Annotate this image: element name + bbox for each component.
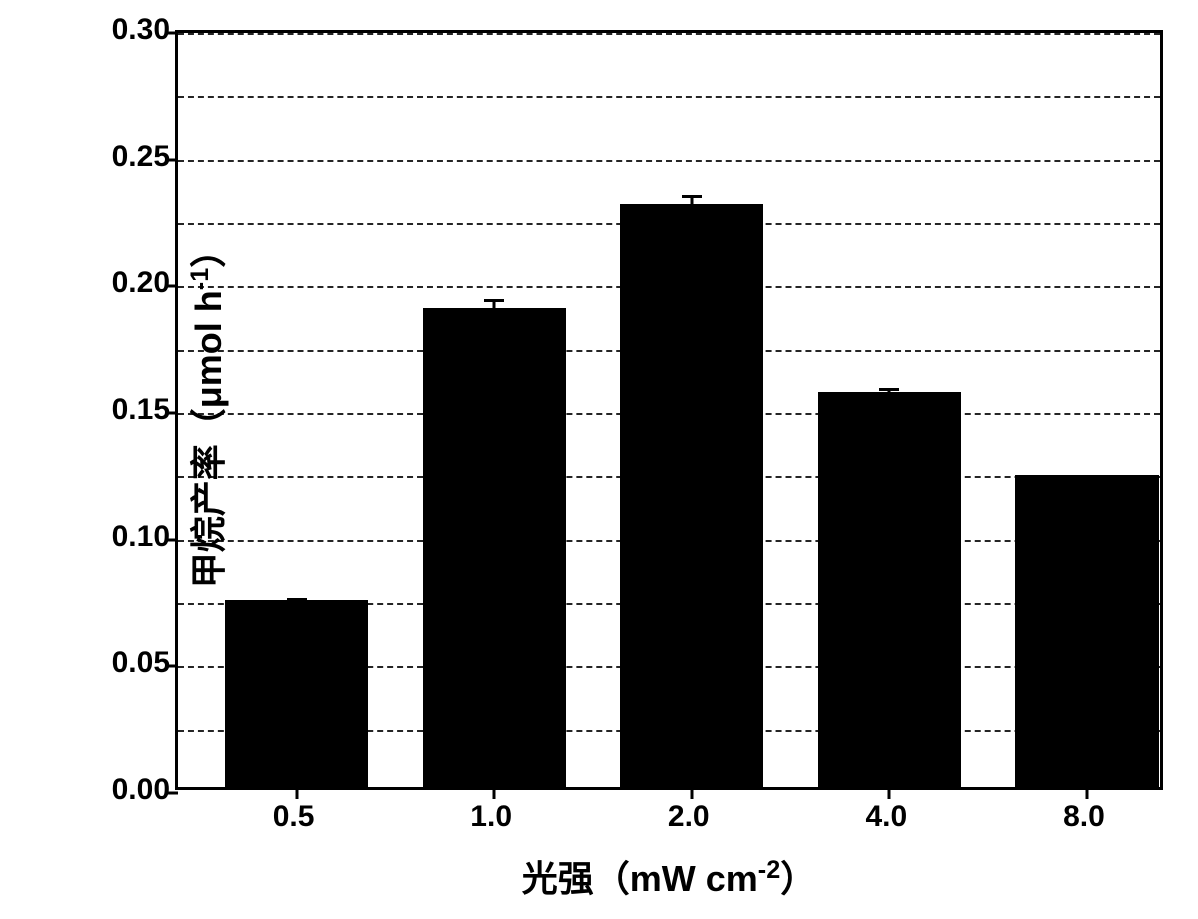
bar xyxy=(818,392,961,787)
chart-container: 甲烷产率（μmol h-1） 光强（mW cm-2） 0.000.050.100… xyxy=(0,0,1198,919)
error-cap xyxy=(879,388,899,391)
x-tick-mark xyxy=(690,787,693,799)
bar xyxy=(225,600,368,787)
x-tick-label: 0.5 xyxy=(273,800,315,834)
y-axis-label-post: ） xyxy=(188,232,229,268)
x-axis-label-sup: -2 xyxy=(758,856,780,884)
error-cap xyxy=(682,195,702,198)
x-axis-label-post: ） xyxy=(780,858,816,899)
y-axis-label-pre: 甲烷产率（μmol h xyxy=(188,290,229,588)
x-tick-label: 1.0 xyxy=(470,800,512,834)
x-tick-label: 4.0 xyxy=(866,800,908,834)
x-axis-label-pre: 光强（mW cm xyxy=(522,858,758,899)
bar xyxy=(423,308,566,787)
y-axis-label: 甲烷产率（μmol h-1） xyxy=(180,232,232,588)
gridline xyxy=(178,160,1160,162)
error-cap xyxy=(484,299,504,302)
gridline xyxy=(178,96,1160,98)
x-tick-label: 2.0 xyxy=(668,800,710,834)
gridline xyxy=(178,33,1160,35)
error-cap xyxy=(1077,476,1097,479)
bar xyxy=(1015,475,1158,787)
error-cap xyxy=(287,598,307,601)
bar xyxy=(620,204,763,787)
y-tick-label: 0.15 xyxy=(112,393,170,427)
x-tick-mark xyxy=(493,787,496,799)
x-tick-mark xyxy=(1085,787,1088,799)
x-axis-label: 光强（mW cm-2） xyxy=(522,850,816,902)
y-tick-label: 0.00 xyxy=(112,773,170,807)
y-tick-label: 0.25 xyxy=(112,140,170,174)
y-tick-label: 0.10 xyxy=(112,520,170,554)
y-tick-label: 0.20 xyxy=(112,266,170,300)
plot-area xyxy=(175,30,1163,790)
x-tick-mark xyxy=(295,787,298,799)
y-axis-label-sup: -1 xyxy=(186,268,214,290)
y-tick-label: 0.30 xyxy=(112,13,170,47)
y-tick-label: 0.05 xyxy=(112,646,170,680)
x-tick-mark xyxy=(888,787,891,799)
x-tick-label: 8.0 xyxy=(1063,800,1105,834)
